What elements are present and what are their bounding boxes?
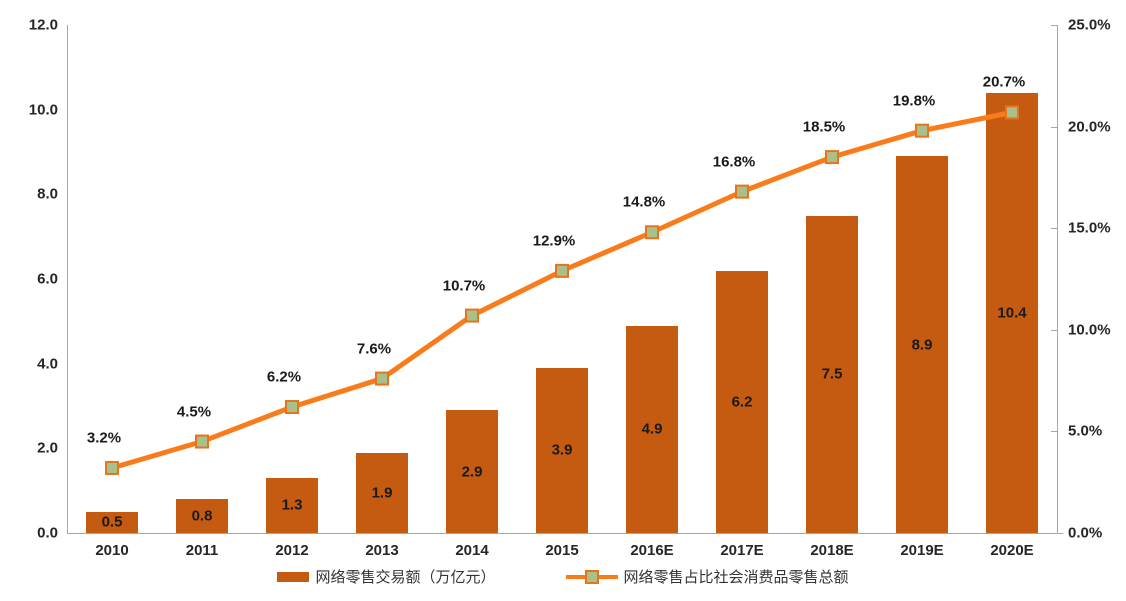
line-value-label: 4.5% bbox=[176, 403, 212, 421]
square-marker-icon bbox=[285, 400, 299, 415]
left-axis-tick: 4.0 bbox=[37, 355, 58, 373]
right-axis-tick: 15.0% bbox=[1068, 219, 1111, 237]
square-marker-icon bbox=[645, 225, 659, 240]
x-axis-label: 2012 bbox=[275, 542, 309, 559]
bar-value-label: 10.4 bbox=[997, 304, 1027, 322]
right-axis-tick: 5.0% bbox=[1068, 422, 1103, 440]
x-axis-label: 2018E bbox=[810, 542, 854, 559]
bar-value-label: 1.9 bbox=[371, 484, 393, 502]
right-axis-tick-mark bbox=[1051, 228, 1057, 230]
x-axis-label: 2015 bbox=[545, 542, 579, 559]
line-path bbox=[111, 109, 1013, 471]
x-axis-label: 2011 bbox=[185, 542, 219, 559]
bar bbox=[266, 477, 318, 533]
left-axis-tick: 6.0 bbox=[37, 270, 58, 288]
right-axis-line bbox=[1057, 25, 1058, 534]
bottom-axis-line bbox=[67, 533, 1063, 534]
square-marker-icon bbox=[105, 460, 119, 475]
legend: 网络零售交易额（万亿元） 网络零售占比社会消费品零售总额 bbox=[0, 566, 1126, 587]
bar-value-label: 8.9 bbox=[911, 336, 933, 354]
line-value-label: 10.7% bbox=[442, 277, 486, 295]
bar bbox=[86, 511, 138, 533]
left-axis-tick: 12.0 bbox=[28, 16, 58, 34]
left-axis-tick: 0.0 bbox=[37, 524, 58, 542]
square-marker-icon bbox=[825, 150, 839, 165]
bar-swatch-icon bbox=[277, 571, 310, 582]
bar bbox=[716, 270, 768, 533]
square-marker-icon bbox=[735, 184, 749, 199]
right-axis-tick: 20.0% bbox=[1068, 118, 1111, 136]
bar-value-label: 6.2 bbox=[731, 393, 753, 411]
line-value-label: 6.2% bbox=[266, 368, 302, 386]
line-value-label: 19.8% bbox=[892, 92, 936, 110]
square-marker-icon bbox=[584, 569, 599, 584]
bar bbox=[626, 325, 678, 533]
right-axis-tick-mark bbox=[1051, 126, 1057, 128]
bar bbox=[446, 410, 498, 533]
right-axis-tick: 0.0% bbox=[1068, 524, 1103, 542]
line-value-label: 18.5% bbox=[802, 118, 846, 136]
bar bbox=[176, 499, 228, 533]
square-marker-icon bbox=[915, 123, 929, 138]
bar bbox=[536, 367, 588, 533]
x-axis-label: 2017E bbox=[720, 542, 764, 559]
right-axis-tick-mark bbox=[1051, 25, 1057, 26]
line-value-label: 7.6% bbox=[356, 340, 392, 358]
square-marker-icon bbox=[195, 434, 209, 449]
right-axis-tick-mark bbox=[1051, 431, 1057, 433]
legend-line-label: 网络零售占比社会消费品零售总额 bbox=[623, 569, 849, 586]
legend-item-line-series: 网络零售占比社会消费品零售总额 bbox=[565, 566, 849, 587]
bar bbox=[356, 452, 408, 533]
x-axis-label: 2010 bbox=[95, 542, 129, 559]
line-value-label: 3.2% bbox=[86, 429, 122, 447]
bar-value-label: 7.5 bbox=[821, 365, 843, 383]
x-axis-label: 2019E bbox=[900, 542, 944, 559]
square-marker-icon bbox=[465, 308, 479, 323]
left-axis-tick: 8.0 bbox=[37, 185, 58, 203]
right-axis-tick-mark bbox=[1051, 533, 1057, 534]
line-value-label: 16.8% bbox=[712, 153, 756, 171]
left-axis-tick: 2.0 bbox=[37, 439, 58, 457]
right-axis-tick-mark bbox=[1051, 329, 1057, 331]
bar-value-label: 0.8 bbox=[191, 507, 213, 525]
bar-value-label: 2.9 bbox=[461, 463, 483, 481]
bar-value-label: 0.5 bbox=[101, 513, 123, 531]
x-axis-label: 2013 bbox=[365, 542, 399, 559]
square-marker-icon bbox=[1005, 105, 1019, 120]
bar bbox=[806, 215, 858, 533]
right-axis-tick: 10.0% bbox=[1068, 321, 1111, 339]
bar bbox=[986, 92, 1038, 533]
x-axis-label: 2014 bbox=[455, 542, 489, 559]
bar bbox=[896, 156, 948, 533]
left-axis-line bbox=[67, 25, 68, 534]
legend-item-bar-series: 网络零售交易额（万亿元） bbox=[277, 566, 496, 587]
square-marker-icon bbox=[375, 371, 389, 386]
line-marker-swatch-icon bbox=[565, 569, 618, 584]
line-value-label: 20.7% bbox=[982, 73, 1026, 91]
right-axis-tick: 25.0% bbox=[1068, 16, 1111, 34]
legend-bar-label: 网络零售交易额（万亿元） bbox=[315, 569, 496, 586]
x-axis-label: 2020E bbox=[990, 542, 1034, 559]
x-axis-label: 2016E bbox=[630, 542, 674, 559]
line-value-label: 14.8% bbox=[622, 193, 666, 211]
bar-value-label: 1.3 bbox=[281, 496, 303, 514]
line-value-label: 12.9% bbox=[532, 232, 576, 250]
bar-value-label: 3.9 bbox=[551, 441, 573, 459]
left-axis-tick: 10.0 bbox=[28, 101, 58, 119]
bar-value-label: 4.9 bbox=[641, 420, 663, 438]
square-marker-icon bbox=[555, 263, 569, 278]
